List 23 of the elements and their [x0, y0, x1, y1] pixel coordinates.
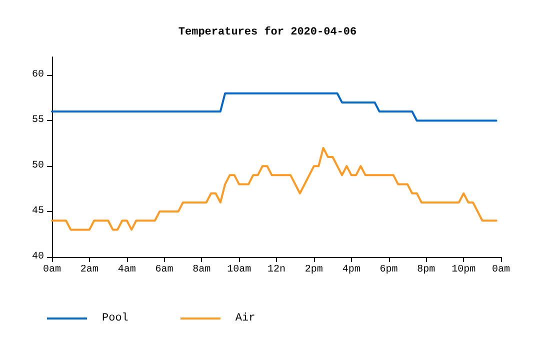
x-tick-label: 10pm [452, 264, 476, 276]
x-tick-label: 0am [42, 264, 62, 276]
x-tick-label: 6pm [380, 264, 398, 276]
x-tick-label: 4am [118, 264, 136, 276]
y-tick-label: 60 [32, 70, 44, 81]
x-tick-label: 10am [227, 264, 252, 276]
y-tick-label: 40 [32, 252, 44, 262]
y-tick-label: 45 [32, 206, 44, 218]
x-tick-label: 2am [80, 264, 98, 276]
legend-label: Pool [102, 312, 128, 324]
line-series [51, 92, 498, 122]
y-tick-label: 55 [32, 115, 44, 126]
line-series [51, 146, 498, 231]
y-tick-label: 50 [32, 160, 44, 172]
x-tick-label: 4pm [342, 264, 360, 276]
x-tick-label: 2pm [304, 264, 323, 276]
legend-label: Air [235, 312, 256, 324]
x-tick-label: 8am [192, 264, 211, 276]
chart-title: Temperatures for 2020-04-06 [178, 26, 357, 38]
x-tick-label: 8pm [417, 264, 436, 276]
x-tick-label: 12n [267, 264, 286, 276]
x-tick-label: 6am [155, 264, 174, 276]
x-tick-label: 0am [492, 264, 510, 276]
